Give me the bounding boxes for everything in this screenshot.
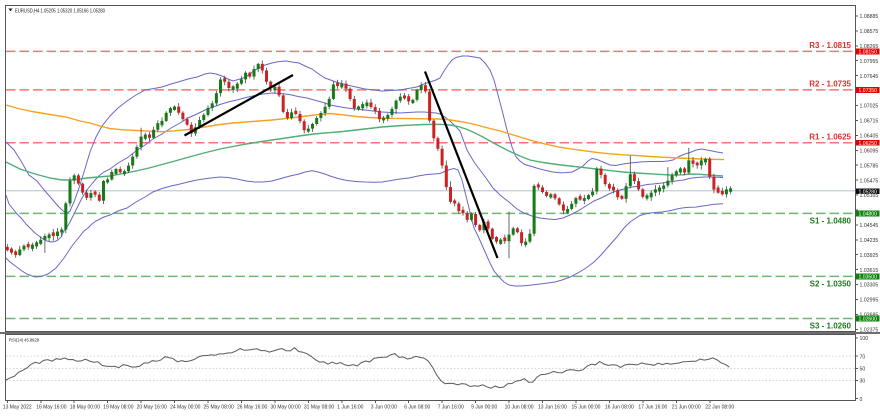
- svg-text:1.05280: 1.05280: [858, 189, 877, 195]
- svg-text:16 Jun 08:00: 16 Jun 08:00: [605, 405, 634, 411]
- svg-text:30 May 00:00: 30 May 00:00: [270, 405, 301, 411]
- svg-text:1 Jun 16:00: 1 Jun 16:00: [337, 405, 363, 411]
- svg-text:26 May 16:00: 26 May 16:00: [237, 405, 268, 411]
- svg-text:3 Jun 00:00: 3 Jun 00:00: [371, 405, 397, 411]
- svg-text:1.04800: 1.04800: [858, 212, 877, 218]
- svg-text:1.07955: 1.07955: [860, 59, 879, 65]
- svg-text:6 Jun 08:00: 6 Jun 08:00: [404, 405, 430, 411]
- svg-text:RSI(14) 45.8928: RSI(14) 45.8928: [9, 338, 39, 344]
- svg-text:9 Jun 00:00: 9 Jun 00:00: [471, 405, 497, 411]
- svg-text:16 May 16:00: 16 May 16:00: [36, 405, 67, 411]
- svg-text:13 May 2022: 13 May 2022: [3, 405, 32, 411]
- svg-text:13 Jun 16:00: 13 Jun 16:00: [538, 405, 567, 411]
- svg-text:1.05475: 1.05475: [860, 178, 879, 184]
- svg-text:50: 50: [860, 367, 866, 373]
- svg-text:0: 0: [860, 397, 863, 403]
- svg-text:31 May 08:00: 31 May 08:00: [304, 405, 335, 411]
- svg-text:15 Jun 00:00: 15 Jun 00:00: [572, 405, 601, 411]
- svg-text:1.03305: 1.03305: [860, 283, 879, 289]
- svg-text:1.03925: 1.03925: [860, 253, 879, 259]
- svg-text:1.02375: 1.02375: [860, 328, 879, 334]
- svg-text:70: 70: [860, 354, 866, 360]
- svg-text:R1 - 1.0625: R1 - 1.0625: [809, 133, 851, 142]
- svg-text:19 May 08:00: 19 May 08:00: [103, 405, 134, 411]
- svg-text:7 Jun 16:00: 7 Jun 16:00: [438, 405, 464, 411]
- svg-text:1.06250: 1.06250: [858, 141, 877, 147]
- svg-text:100: 100: [860, 336, 869, 342]
- svg-text:1.07350: 1.07350: [858, 88, 877, 94]
- svg-text:S2 - 1.0350: S2 - 1.0350: [810, 280, 852, 289]
- svg-text:1.02995: 1.02995: [860, 298, 879, 304]
- svg-text:1.08885: 1.08885: [860, 14, 879, 20]
- svg-text:S3 - 1.0260: S3 - 1.0260: [810, 322, 852, 331]
- svg-text:R2 - 1.0735: R2 - 1.0735: [809, 80, 851, 89]
- svg-text:1.06095: 1.06095: [860, 149, 879, 155]
- svg-text:25 May 08:00: 25 May 08:00: [204, 405, 235, 411]
- svg-text:1.08575: 1.08575: [860, 29, 879, 35]
- svg-text:1.05165: 1.05165: [860, 193, 879, 199]
- svg-text:EURUSD,H4 1.05205 1.05320 1.0: EURUSD,H4 1.05205 1.05320 1.05166 1.0528…: [15, 8, 105, 14]
- svg-text:1.02600: 1.02600: [858, 317, 877, 323]
- svg-text:1.07025: 1.07025: [860, 104, 879, 110]
- svg-text:1.08150: 1.08150: [858, 50, 877, 56]
- svg-text:1.06715: 1.06715: [860, 119, 879, 125]
- svg-text:S1 - 1.0480: S1 - 1.0480: [810, 217, 852, 226]
- svg-text:1.04545: 1.04545: [860, 223, 879, 229]
- svg-text:10 Jun 08:00: 10 Jun 08:00: [505, 405, 534, 411]
- svg-text:1.07645: 1.07645: [860, 74, 879, 80]
- svg-text:1.03615: 1.03615: [860, 268, 879, 274]
- svg-text:1.06405: 1.06405: [860, 134, 879, 140]
- svg-text:21 Jun 00:00: 21 Jun 00:00: [672, 405, 701, 411]
- svg-text:1.04235: 1.04235: [860, 238, 879, 244]
- svg-text:24 May 00:00: 24 May 00:00: [170, 405, 201, 411]
- svg-text:22 Jun 08:00: 22 Jun 08:00: [705, 405, 734, 411]
- svg-text:20 May 16:00: 20 May 16:00: [137, 405, 168, 411]
- svg-text:1.08265: 1.08265: [860, 44, 879, 50]
- svg-text:1.05785: 1.05785: [860, 163, 879, 169]
- svg-text:R3 - 1.0815: R3 - 1.0815: [809, 41, 851, 50]
- svg-text:1.03500: 1.03500: [858, 275, 877, 281]
- svg-text:17 Jun 16:00: 17 Jun 16:00: [638, 405, 667, 411]
- svg-text:18 May 00:00: 18 May 00:00: [70, 405, 101, 411]
- svg-text:30: 30: [860, 379, 866, 385]
